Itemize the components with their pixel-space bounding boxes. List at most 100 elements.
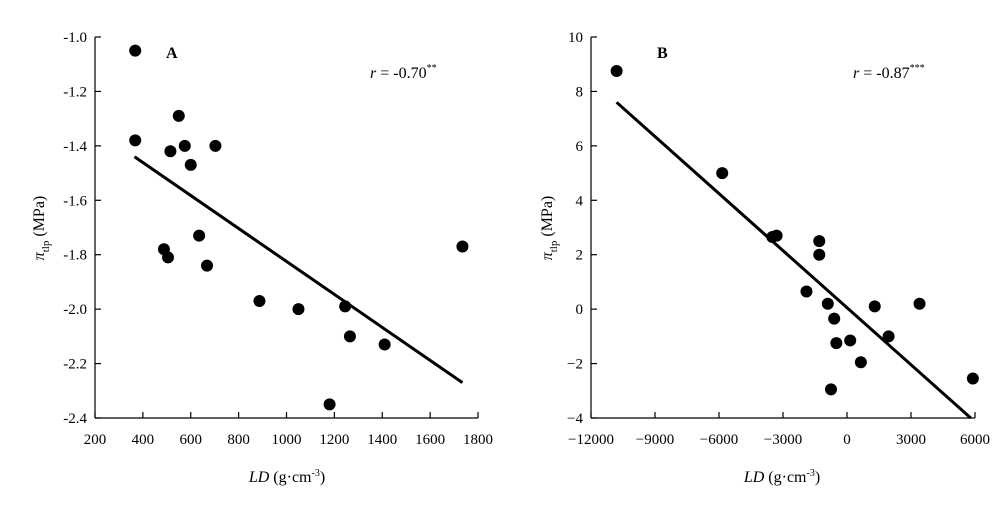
panel-b-x-tick-label: −6000	[700, 432, 738, 448]
panel-b-x-label-exp: -3	[806, 468, 814, 479]
panel-a-label: A	[166, 45, 178, 62]
panel-b-y-tick-label: 8	[576, 84, 584, 100]
panel-b-correlation-value: = -0.87	[859, 65, 909, 82]
panel-b-y-ticks: −4 −2 0 2 4 6 8 10	[567, 30, 597, 427]
panel-a-x-ticks: 200 400 600 800 1000 1200 1400 1600 1800	[84, 412, 493, 448]
panel-a-points	[129, 44, 469, 411]
panel-a-correlation-stars: **	[427, 63, 437, 74]
panel-b-correlation-r: r	[853, 65, 860, 82]
panel-b-data-point	[813, 248, 826, 261]
panel-a-x-tick-label: 1400	[367, 432, 397, 448]
panel-a-data-point	[292, 303, 305, 316]
panel-a-data-point	[201, 259, 214, 272]
panel-b-correlation: r = -0.87***	[853, 63, 925, 82]
panel-a-x-tick-label: 1600	[415, 432, 445, 448]
panel-b-x-tick-label: −12000	[568, 432, 614, 448]
panel-b-data-point	[868, 300, 881, 313]
panel-a-y-tick-label: -1.2	[63, 84, 87, 100]
panel-a-correlation-r: r	[370, 65, 377, 82]
panel-a-x-tick-label: 1000	[272, 432, 302, 448]
panel-a-y-tick-label: -1.0	[63, 30, 87, 46]
panel-b-x-label-unit: (g·cm	[764, 469, 807, 486]
panel-b-y-tick-label: 4	[576, 193, 584, 209]
panel-b-correlation-stars: ***	[910, 63, 925, 74]
panel-a-x-tick-label: 1800	[463, 432, 493, 448]
panel-a-y-tick-label: -2.0	[63, 302, 87, 318]
panel-a-x-tick-label: 1200	[319, 432, 349, 448]
panel-a: 200 400 600 800 1000 1200 1400 1600 1800 -2.4-2.…	[31, 30, 493, 486]
panel-b-data-point	[825, 383, 837, 396]
panel-b-fit-line-group	[615, 101, 972, 420]
panel-a-y-tick-label: -1.6	[63, 193, 87, 209]
panel-a-x-label-exp: -3	[311, 468, 319, 479]
panel-b-y-tick-label: 10	[568, 30, 583, 46]
panel-b-x-tick-label: 0	[843, 432, 851, 448]
panel-a-x-label: LD (g·cm-3)	[248, 468, 325, 486]
panel-b-y-tick-label: −4	[567, 411, 583, 427]
panel-a-x-tick-label: 800	[227, 432, 250, 448]
panel-b-data-point	[830, 337, 843, 350]
panel-a-data-point	[456, 240, 469, 253]
panel-b-data-point	[800, 285, 813, 298]
panel-b-label: B	[657, 45, 668, 62]
panel-b-y-tick-label: 0	[576, 302, 584, 318]
panel-b-x-label-ld: LD	[743, 469, 765, 486]
panel-b-data-point	[913, 297, 926, 310]
panel-b-y-label: πtlp (MPa)	[539, 196, 560, 261]
panel-a-y-label-pi: π	[31, 251, 48, 260]
panel-a-x-label-close: )	[320, 469, 325, 486]
panel-a-data-point	[162, 251, 175, 264]
panel-b-y-label-unit: (MPa)	[539, 196, 556, 241]
panel-a-x-label-unit: (g·cm	[269, 469, 312, 486]
panel-a-data-point	[164, 145, 177, 158]
panel-a-y-label-unit: (MPa)	[31, 196, 48, 241]
panel-a-y-tick-label: -2.4	[63, 411, 87, 427]
panel-a-y-label: πtlp (MPa)	[31, 196, 52, 261]
panel-b-x-label-close: )	[815, 469, 820, 486]
panel-b-y-label-pi: π	[539, 251, 556, 260]
panel-a-data-point	[184, 158, 197, 171]
panel-b-data-point	[813, 235, 826, 248]
panel-a-x-tick-label: 200	[84, 432, 107, 448]
panel-b-data-point	[716, 167, 729, 180]
panel-b-data-point	[966, 372, 979, 385]
panel-b-points	[610, 65, 979, 396]
panel-a-fit-line	[133, 155, 464, 384]
panel-b-data-point	[610, 65, 623, 78]
panel-b-fit-line	[615, 101, 972, 420]
panel-a-y-tick-label: -1.8	[63, 248, 87, 264]
panel-a-y-tick-label: -2.2	[63, 357, 87, 373]
panel-a-data-point	[193, 229, 206, 242]
panel-a-correlation: r = -0.70**	[370, 63, 437, 82]
panel-a-data-point	[378, 338, 391, 351]
panel-a-x-label-ld: LD	[248, 469, 270, 486]
panel-a-x-tick-label: 400	[132, 432, 155, 448]
panel-b-y-tick-label: 6	[576, 139, 584, 155]
panel-b-data-point	[770, 229, 783, 242]
panel-b-y-label-sub: tlp	[548, 240, 560, 252]
panel-a-data-point	[339, 300, 352, 313]
panel-b-data-point	[828, 312, 841, 325]
panel-a-y-tick-label: -1.4	[63, 139, 87, 155]
panel-a-data-point	[253, 294, 266, 307]
panel-a-fit-line-group	[133, 155, 464, 384]
panel-b-x-label: LD (g·cm-3)	[743, 468, 820, 486]
panel-b-x-tick-label: −9000	[636, 432, 674, 448]
panel-a-y-ticks: -2.4 -2.2 -2.0 -1.8 -1.6 -1.4 -1.2 -1.0	[63, 30, 101, 427]
panel-b-x-tick-label: −3000	[764, 432, 802, 448]
panel-b-x-tick-label: 6000	[960, 432, 990, 448]
panel-b-data-point	[844, 334, 857, 347]
panel-b-data-point	[854, 356, 867, 369]
panel-a-data-point	[129, 44, 142, 57]
panel-a-y-label-sub: tlp	[40, 240, 52, 252]
panel-b-x-tick-label: 3000	[896, 432, 926, 448]
panel-b-x-ticks: −12000 −9000 −6000 −3000 0 3000 6000	[568, 412, 990, 448]
panel-a-data-point	[343, 330, 356, 343]
panel-a-x-tick-label: 600	[180, 432, 203, 448]
panel-a-data-point	[209, 139, 222, 152]
panel-b-data-point	[882, 330, 895, 343]
panel-b: −12000 −9000 −6000 −3000 0 3000 6000 −4 −2 0 2 4 6 8…	[539, 30, 990, 486]
panel-a-data-point	[172, 109, 185, 122]
panel-b-y-tick-label: −2	[567, 357, 583, 373]
